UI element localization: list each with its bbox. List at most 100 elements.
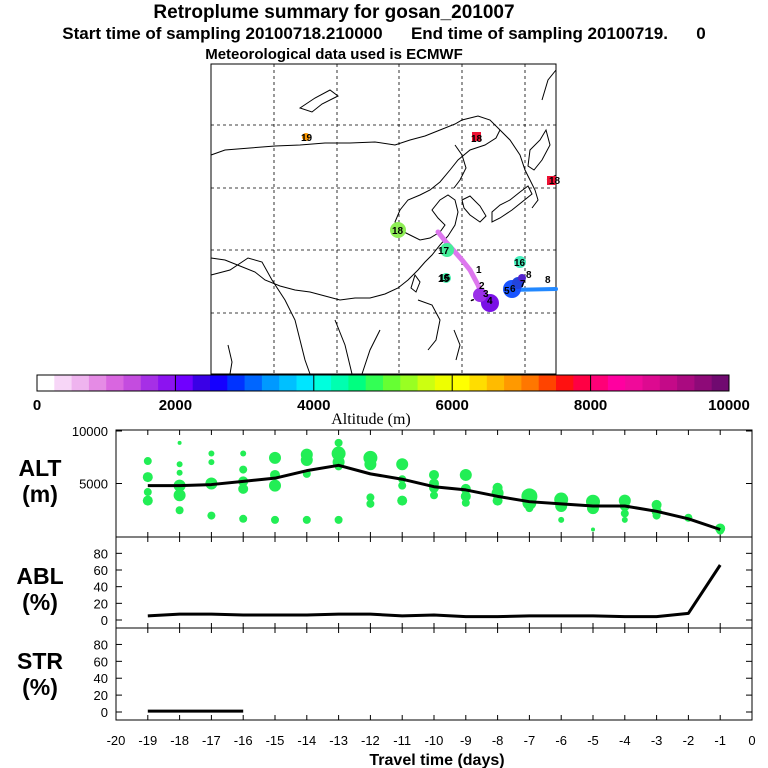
colorbar-cell <box>400 375 419 391</box>
scatter-point <box>269 451 281 464</box>
abl-panel-label: ABL (%) <box>5 563 75 615</box>
scatter-point <box>175 506 184 515</box>
colorbar-cell <box>348 375 367 391</box>
day-label: 3 <box>483 289 489 300</box>
x-tick-label: -14 <box>297 733 316 748</box>
colorbar-cell <box>279 375 297 391</box>
colorbar-tick-label: 2000 <box>159 397 192 414</box>
scatter-point <box>207 511 216 520</box>
day-label: 8 <box>526 270 532 281</box>
x-tick-label: -9 <box>460 733 472 748</box>
str-panel-label: STR (%) <box>5 648 75 700</box>
x-tick-label: -7 <box>524 733 536 748</box>
str-label-line1: STR <box>17 648 63 674</box>
abl-label-line2: (%) <box>22 589 58 615</box>
scatter-point <box>334 515 343 524</box>
x-tick-label: -2 <box>683 733 695 748</box>
colorbar-tick-label: 6000 <box>436 397 469 414</box>
panel-alt: 5000 10000 <box>72 424 753 538</box>
trajectory-blobs <box>302 132 556 312</box>
scatter-point <box>460 491 471 502</box>
x-tick-label: -16 <box>234 733 253 748</box>
colorbar-cell <box>365 375 384 391</box>
scatter-point <box>142 495 153 506</box>
scatter-point <box>334 438 343 447</box>
panel-str: 0 20 40 60 80 <box>94 627 753 721</box>
day-label: 1 <box>476 265 482 276</box>
scatter-point <box>555 499 568 512</box>
day-label: 4 <box>487 296 493 307</box>
y-tick-label: 5000 <box>79 477 108 492</box>
day-label: 19 <box>301 133 313 144</box>
x-tick-label: -4 <box>619 733 631 748</box>
day-label: 15 <box>439 273 451 284</box>
x-tick-label: -19 <box>138 733 157 748</box>
scatter-point <box>366 493 375 502</box>
map-gridlines <box>211 64 556 374</box>
scatter-point <box>177 440 182 445</box>
day-label: 18 <box>392 226 404 237</box>
colorbar-cells <box>37 375 730 391</box>
x-tick-label: -3 <box>651 733 663 748</box>
x-tick-label: -12 <box>361 733 380 748</box>
y-tick-label: 0 <box>101 613 108 628</box>
colorbar-cell <box>37 375 55 391</box>
y-tick-label: 80 <box>94 546 108 561</box>
x-tick-label: -5 <box>587 733 599 748</box>
x-axis: -20 -19 -18 -17 -16 -15 -14 -13 -12 -11 -10 -9 -8 -7-… <box>107 733 756 748</box>
y-tick-label: 20 <box>94 596 108 611</box>
scatter-point <box>587 502 599 515</box>
alt-label-line2: (m) <box>22 481 58 507</box>
x-tick-label: -11 <box>393 733 411 748</box>
colorbar-tick-label: 8000 <box>574 397 607 414</box>
end-time-value: 0 <box>696 24 706 43</box>
y-tick-label: 80 <box>94 637 108 652</box>
day-label: 15 <box>438 274 450 285</box>
x-tick-label: -17 <box>202 733 221 748</box>
x-tick-label: -6 <box>555 733 567 748</box>
scatter-point <box>176 469 183 476</box>
scatter-point <box>461 498 470 507</box>
alt-panel-label: ALT (m) <box>5 455 75 507</box>
scatter-point <box>525 504 534 513</box>
abl-label-line1: ABL <box>16 563 64 589</box>
colorbar-cell <box>313 375 332 391</box>
x-tick-label: -13 <box>329 733 348 748</box>
scatter-point <box>364 458 377 471</box>
abl-series-line <box>147 564 722 619</box>
colorbar-cell <box>71 375 90 391</box>
alt-label-line1: ALT <box>18 455 62 481</box>
colorbar-cell <box>88 375 107 391</box>
y-tick-label: 60 <box>94 563 108 578</box>
x-tick-label: 0 <box>748 733 755 748</box>
colorbar-cell <box>556 375 574 391</box>
y-tick-label: 40 <box>94 671 108 686</box>
colorbar-cell <box>573 375 592 391</box>
day-label: 5 <box>504 286 510 297</box>
colorbar-cell <box>417 375 436 391</box>
map-coastlines <box>210 69 557 375</box>
scatter-point <box>271 515 279 524</box>
colorbar-cell <box>625 375 643 391</box>
scatter-point <box>208 450 215 457</box>
colorbar-cell <box>140 375 159 391</box>
colorbar-cell <box>383 375 401 391</box>
x-tick-label: -18 <box>170 733 189 748</box>
colorbar-cell <box>261 375 280 391</box>
scatter-point <box>176 461 183 468</box>
colorbar-dividers <box>174 375 592 391</box>
colorbar-tick-label: 0 <box>33 397 41 414</box>
y-tick-label: 20 <box>94 688 108 703</box>
colorbar-outline <box>36 374 730 392</box>
colorbar-cell <box>227 375 246 391</box>
alt-series-line <box>147 463 721 531</box>
colorbar-cell <box>452 375 470 391</box>
y-tick-label: 60 <box>94 654 108 669</box>
scatter-point <box>331 446 346 461</box>
colorbar-tick-label: 10000 <box>708 397 750 414</box>
sampling-times: Start time of sampling 20100718.210000 E… <box>0 24 768 44</box>
day-label: 17 <box>438 246 450 257</box>
scatter-point <box>652 511 661 520</box>
